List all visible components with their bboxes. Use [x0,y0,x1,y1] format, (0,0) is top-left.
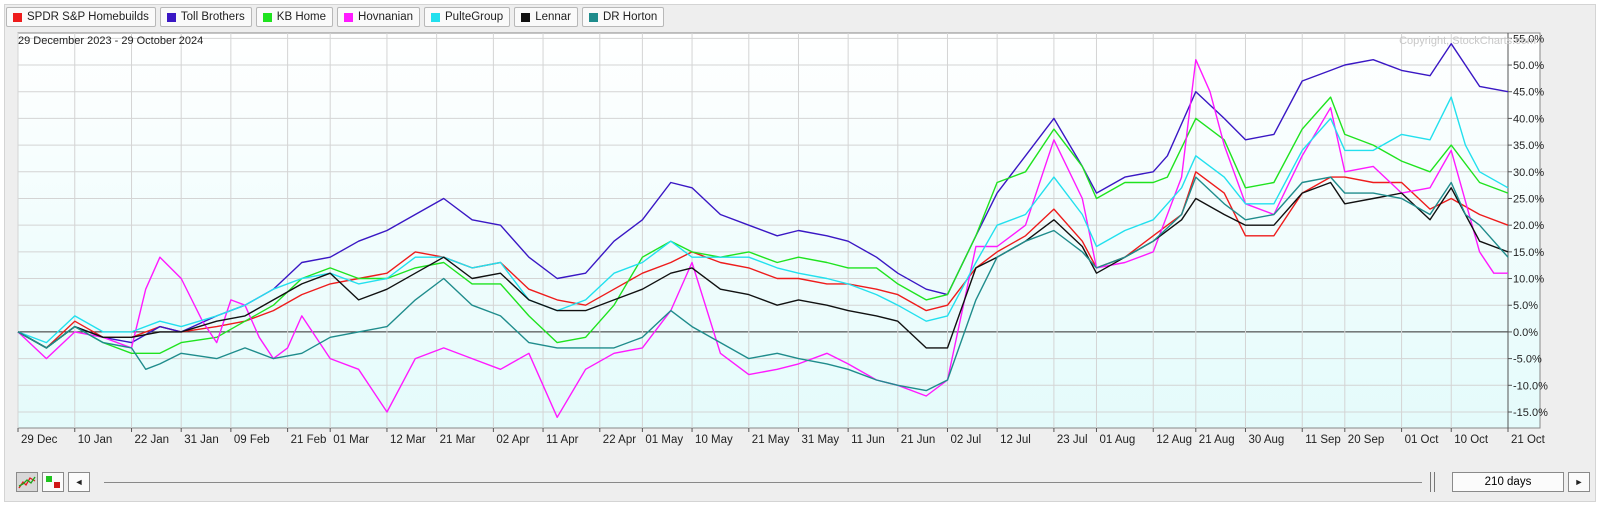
gridlines [17,33,1509,428]
x-tick-label: 21 Oct [1511,434,1546,446]
legend-swatch [521,12,531,22]
x-tick-label: 12 Mar [390,434,426,446]
x-tick-label: 11 Sep [1305,434,1341,446]
line-chart-toggle-button[interactable] [16,472,38,492]
legend-item[interactable]: Lennar [514,7,578,27]
y-tick-label: 20.0% [1513,220,1544,232]
y-tick-label: 10.0% [1513,274,1544,286]
y-tick-label: -5.0% [1513,354,1542,366]
legend-item[interactable]: Toll Brothers [159,7,252,27]
x-tick-label: 21 Feb [291,434,327,446]
y-tick-label: 30.0% [1513,167,1544,179]
legend-label: KB Home [276,11,327,23]
y-tick-label: 25.0% [1513,193,1544,205]
y-tick-label: -10.0% [1513,380,1548,392]
y-tick-label: 15.0% [1513,247,1544,259]
scroll-right-button[interactable]: ► [1568,472,1590,492]
x-tick-label: 23 Jul [1057,434,1088,446]
x-tick-label: 31 May [801,434,839,446]
series-line-kb-home [17,96,1509,354]
x-tick-label: 22 Jan [135,434,170,446]
x-tick-label: 09 Feb [234,434,270,446]
bar-chart-toggle-button[interactable] [42,472,64,492]
x-tick-label: 10 Jan [78,434,113,446]
x-axis: 29 Dec 10 Jan 22 Jan 31 Jan 09 Feb 21 Feb 01 M… [17,428,1546,446]
line-chart-icon [18,476,36,489]
days-range-field[interactable]: 210 days [1452,472,1564,492]
y-tick-label: 40.0% [1513,113,1544,125]
x-tick-label: 31 Jan [184,434,219,446]
x-tick-label: 21 Aug [1199,434,1235,446]
x-tick-label: 01 Mar [333,434,369,446]
legend-item[interactable]: PulteGroup [424,7,511,27]
x-tick-label: 20 Sep [1348,434,1384,446]
legend-item[interactable]: SPDR S&P Homebuilds [6,7,156,27]
copyright-watermark: Copyright, StockCharts.com [1399,35,1536,47]
scroll-left-button[interactable]: ◄ [68,472,90,492]
legend-item[interactable]: KB Home [255,7,334,27]
plot-area [17,32,1541,429]
x-tick-label: 21 May [752,434,790,446]
x-tick-label: 11 Apr [546,434,579,446]
series-line-toll-brothers [17,43,1509,349]
y-tick-label: 55.0% [1513,33,1544,45]
y-tick-label: 5.0% [1513,300,1538,312]
legend-label: Lennar [535,11,571,23]
y-tick-label: 35.0% [1513,140,1544,152]
legend-item[interactable]: Hovnanian [337,7,420,27]
series-line-lennar [17,181,1509,349]
x-tick-label: 12 Jul [1000,434,1031,446]
x-tick-label: 21 Jun [901,434,936,446]
y-axis: 55.0% 50.0% 45.0% 40.0% 35.0% 30.0% 25.0% 20.0%… [1507,33,1548,428]
series-line-dr-horton [17,176,1509,392]
y-tick-label: -15.0% [1513,407,1548,419]
legend-label: SPDR S&P Homebuilds [27,11,149,23]
y-tick-label: 0.0% [1513,327,1538,339]
scroll-track[interactable] [104,482,1422,483]
legend-label: PulteGroup [445,11,504,23]
legend-swatch [344,12,354,22]
x-tick-label: 30 Aug [1248,434,1284,446]
legend-label: Toll Brothers [180,11,245,23]
x-tick-label: 22 Apr [603,434,636,446]
legend-label: Hovnanian [358,11,413,23]
legend-swatch [166,12,176,22]
legend-label: DR Horton [603,11,658,23]
legend-swatch [262,12,272,22]
x-tick-label: 21 Mar [440,434,476,446]
x-tick-label: 02 Jul [950,434,981,446]
legend: SPDR S&P Homebuilds Toll Brothers KB Home H… [6,7,665,29]
legend-swatch [431,12,440,22]
chart-toolbar: ◄ 210 days ► [12,470,1592,496]
legend-swatch [589,12,598,22]
legend-item[interactable]: DR Horton [582,7,665,27]
x-tick-label: 10 May [695,434,733,446]
candle-chart-icon [46,476,60,488]
x-tick-label: 01 Aug [1099,434,1135,446]
x-tick-label: 01 Oct [1405,434,1440,446]
series-line-hovnanian [17,59,1508,418]
x-tick-label: 12 Aug [1156,434,1192,446]
chart-svg: 29 Dec 10 Jan 22 Jan 31 Jan 09 Feb 21 Feb 01 M… [17,32,1548,446]
y-tick-label: 45.0% [1513,87,1544,99]
series-line-spdr-s-p-homebuilds [17,171,1509,349]
y-tick-label: 50.0% [1513,60,1544,72]
x-tick-label: 02 Apr [496,434,529,446]
x-tick-label: 10 Oct [1454,434,1489,446]
scroll-thumb-grip[interactable] [1430,472,1435,492]
chart-subtitle: 29 December 2023 - 29 October 2024 [18,35,203,47]
legend-swatch [13,12,22,22]
x-tick-label: 01 May [645,434,683,446]
x-tick-label: 11 Jun [851,434,885,446]
series-layer [17,43,1509,418]
x-tick-label: 29 Dec [21,434,58,446]
series-line-pultegroup [17,96,1509,344]
